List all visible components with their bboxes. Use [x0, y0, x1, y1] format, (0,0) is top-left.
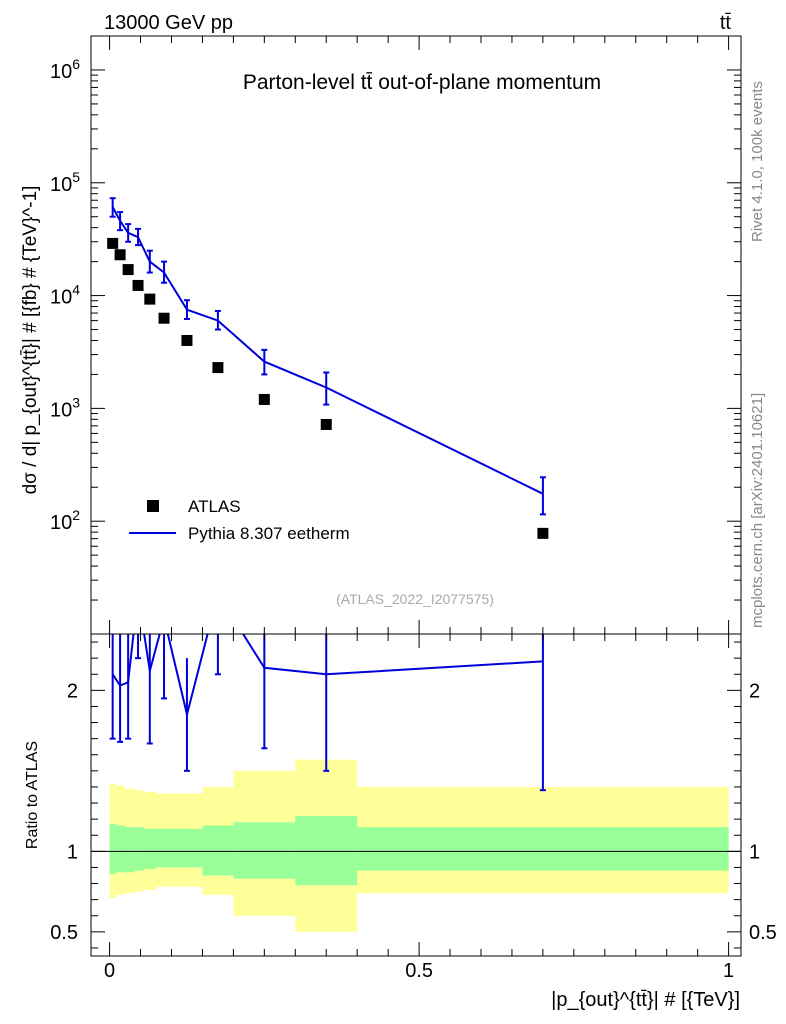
- legend-atlas-marker: [147, 500, 159, 512]
- ratio-y-tick-label-right: 0.5: [749, 922, 777, 944]
- main-y-axis-label: dσ / d| p_{out}^{tt̄}| # [{fb} # {TeV}^-…: [20, 186, 41, 495]
- main-series: [107, 197, 549, 539]
- atlas-data-point: [181, 334, 193, 346]
- ratio-y-tick-label-left: 1: [67, 841, 78, 863]
- main-y-tick-label: 102: [50, 507, 80, 534]
- atlas-data-point: [212, 362, 224, 374]
- stat-uncertainty-band: [202, 825, 234, 876]
- ratio-y-tick-label-right: 2: [749, 680, 760, 702]
- main-y-tick-label: 104: [50, 282, 80, 309]
- ratio-uncertainty-bands: [109, 759, 729, 932]
- atlas-data-point: [258, 393, 270, 405]
- main-y-tick-label: 103: [50, 394, 80, 421]
- legend-atlas-label: ATLAS: [188, 497, 241, 516]
- main-axis-ticks: [91, 35, 741, 635]
- x-tick-label: 1: [723, 960, 734, 982]
- x-tick-label: 0: [104, 960, 115, 982]
- atlas-data-point: [122, 264, 134, 276]
- atlas-data-point: [537, 527, 549, 539]
- stat-uncertainty-band: [233, 822, 296, 879]
- ratio-series-clipped: [109, 634, 546, 792]
- atlas-data-point: [158, 312, 170, 324]
- x-axis-label: |p_{out}^{tt̄}| # [{TeV}]: [551, 989, 740, 1011]
- stat-uncertainty-band: [156, 828, 172, 868]
- stat-uncertainty-band: [109, 823, 116, 874]
- stat-uncertainty-band: [115, 825, 126, 873]
- main-y-tick-label: 106: [50, 56, 80, 83]
- ratio-y-tick-labels: 0.5 0.5 1 1 2 2: [50, 680, 777, 944]
- rivet-version-label: Rivet 4.1.0, 100k events: [749, 81, 766, 242]
- legend-pythia-label: Pythia 8.307 eetherm: [188, 524, 350, 543]
- stat-uncertainty-band: [125, 827, 135, 873]
- ratio-y-tick-label-left: 0.5: [50, 922, 78, 944]
- ratio-axis-ticks: [91, 634, 741, 956]
- atlas-data-point: [144, 293, 156, 305]
- atlas-data-point: [114, 249, 126, 261]
- stat-uncertainty-band: [357, 827, 729, 871]
- main-y-tick-label: 105: [50, 169, 80, 196]
- ratio-series: [109, 634, 546, 792]
- x-tick-label: 0.5: [405, 960, 433, 982]
- stat-uncertainty-band: [134, 827, 144, 871]
- atlas-data-point: [320, 418, 332, 430]
- ratio-y-axis-label: Ratio to ATLAS: [24, 741, 41, 849]
- ratio-y-tick-label-left: 2: [67, 680, 78, 702]
- ratio-pythia-line: [111, 634, 543, 715]
- ratio-x-tick-labels: 0 0.5 1: [104, 960, 734, 982]
- energy-label: 13000 GeV pp: [104, 12, 233, 34]
- ratio-y-tick-label-right: 1: [749, 841, 760, 863]
- atlas-data-point: [107, 237, 119, 249]
- ratio-panel: 0.5 0.51 12 2 0 0.5 1 Ratio to ATLAS |p_{out}…: [24, 633, 777, 1011]
- main-y-tick-labels: 102 103 104 105 106: [50, 56, 80, 534]
- stat-uncertainty-band: [171, 828, 203, 868]
- legend: ATLAS Pythia 8.307 eetherm: [129, 497, 350, 543]
- source-label: mcplots.cern.ch [arXiv:2401.10621]: [749, 393, 766, 628]
- main-panel: 102 103 104 105 106 Parton-level tt̄ out-of-…: [20, 35, 742, 635]
- analysis-tag: (ATLAS_2022_I2077575): [336, 591, 494, 607]
- process-label: tt̄: [720, 12, 732, 34]
- chart-title: Parton-level tt̄ out-of-plane momentum: [243, 71, 601, 94]
- stat-uncertainty-band: [295, 815, 358, 886]
- stat-uncertainty-band: [143, 828, 156, 870]
- ratio-plot-frame: [90, 633, 742, 957]
- atlas-data-point: [132, 279, 144, 291]
- pythia-line: [111, 206, 544, 495]
